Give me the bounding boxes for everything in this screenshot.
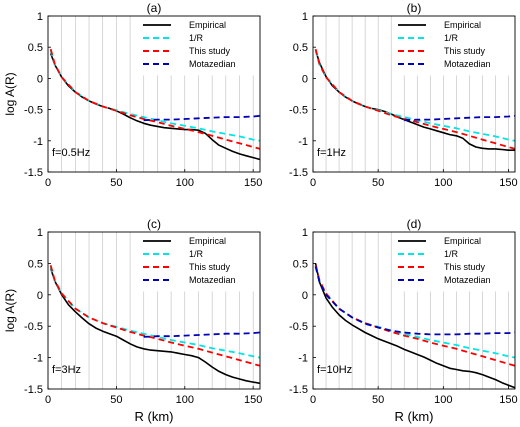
plot-frame <box>312 15 516 173</box>
y-tick-label: 0.5 <box>293 258 308 270</box>
frequency-label: f=0.5Hz <box>52 147 90 159</box>
y-tick-label: -1.5 <box>24 384 43 396</box>
y-tick-label: -0.5 <box>289 105 308 117</box>
x-tick-label: 100 <box>434 394 452 406</box>
legend-label: Motazedian <box>189 59 236 69</box>
x-tick-label: 100 <box>434 177 452 189</box>
legend-label: This study <box>444 262 486 272</box>
legend-label: Empirical <box>444 20 481 30</box>
legend-label: 1/R <box>444 33 459 43</box>
panel-title: (c) <box>147 217 161 231</box>
legend-label: Empirical <box>189 20 226 30</box>
legend-box <box>391 16 515 76</box>
y-axis-label: log A(R) <box>3 72 17 115</box>
y-tick-label: 1 <box>37 11 43 23</box>
series-line-1-r <box>49 266 261 359</box>
legend-label: This study <box>189 46 231 56</box>
legend-box <box>391 232 515 292</box>
series-line-empirical <box>314 263 516 389</box>
panel-2: 0 50 100 150 -1.5 -1 -0.5 0 0.5 1 Empirical 1/R This… <box>3 217 262 424</box>
legend-box <box>136 232 260 292</box>
y-tick-label: 0.5 <box>293 42 308 54</box>
y-tick-label: 0.5 <box>28 258 43 270</box>
y-tick-label: -1 <box>33 353 43 365</box>
x-tick-label: 100 <box>176 394 194 406</box>
frequency-label: f=1Hz <box>317 147 346 159</box>
y-tick-label: -1.5 <box>289 167 308 179</box>
x-tick-label: 0 <box>45 177 51 189</box>
panel-3: 0 50 100 150 -1.5 -1 -0.5 0 0.5 1 Empirical 1/R This… <box>289 217 518 424</box>
series-line-1-r <box>314 50 516 142</box>
y-tick-label: -1.5 <box>289 384 308 396</box>
x-tick-label: 50 <box>372 177 384 189</box>
legend-label: 1/R <box>444 249 459 259</box>
legend-label: Empirical <box>189 236 226 246</box>
x-axis-label: R (km) <box>135 409 174 424</box>
legend-label: 1/R <box>189 249 204 259</box>
y-tick-label: 0.5 <box>28 42 43 54</box>
frequency-label: f=3Hz <box>52 364 81 376</box>
y-tick-label: 1 <box>37 227 43 239</box>
panel-title: (d) <box>407 217 422 231</box>
frequency-label: f=10Hz <box>317 364 352 376</box>
series-line-empirical <box>314 50 515 151</box>
y-tick-label: -1.5 <box>24 167 43 179</box>
x-axis-label: R (km) <box>395 409 434 424</box>
y-tick-label: 1 <box>302 227 308 239</box>
y-tick-label: -1 <box>33 136 43 148</box>
legend-label: Motazedian <box>444 59 491 69</box>
x-tick-label: 50 <box>110 177 122 189</box>
plot-frame <box>312 231 516 390</box>
x-tick-label: 0 <box>45 394 51 406</box>
legend-label: 1/R <box>189 33 204 43</box>
y-tick-label: -1 <box>298 353 308 365</box>
x-tick-label: 50 <box>372 394 384 406</box>
x-tick-label: 150 <box>244 394 262 406</box>
y-tick-label: 1 <box>302 11 308 23</box>
y-tick-label: -1 <box>298 136 308 148</box>
legend-label: Motazedian <box>444 275 491 285</box>
series-line-this-study <box>314 48 516 150</box>
series-line-motazedian <box>143 331 261 338</box>
y-tick-label: 0 <box>37 73 43 85</box>
x-tick-label: 150 <box>499 177 517 189</box>
legend-label: This study <box>189 262 231 272</box>
x-tick-label: 150 <box>499 394 517 406</box>
x-tick-label: 150 <box>244 177 262 189</box>
series-line-motazedian <box>314 266 516 336</box>
y-tick-label: -0.5 <box>24 105 43 117</box>
y-tick-label: 0 <box>302 290 308 302</box>
panel-0: 0 50 100 150 -1.5 -1 -0.5 0 0.5 1 Empirical 1/R This… <box>3 1 262 189</box>
x-tick-label: 0 <box>310 177 316 189</box>
legend-box <box>136 16 260 76</box>
panel-title: (a) <box>147 1 162 15</box>
legend-label: Empirical <box>444 236 481 246</box>
series-line-motazedian <box>143 114 261 122</box>
panel-1: 0 50 100 150 -1.5 -1 -0.5 0 0.5 1 Empirical 1/R This… <box>289 1 518 189</box>
y-tick-label: -0.5 <box>289 321 308 333</box>
legend-label: This study <box>444 46 486 56</box>
y-tick-label: 0 <box>302 73 308 85</box>
plot-frame <box>47 15 261 173</box>
legend-label: Motazedian <box>189 275 236 285</box>
y-tick-label: 0 <box>37 290 43 302</box>
y-axis-label: log A(R) <box>3 289 17 332</box>
x-tick-label: 50 <box>110 394 122 406</box>
series-line-this-study <box>49 48 261 150</box>
panel-title: (b) <box>407 1 422 15</box>
y-tick-label: -0.5 <box>24 321 43 333</box>
series-line-1-r <box>314 266 516 359</box>
series-line-this-study <box>314 265 516 367</box>
x-tick-label: 100 <box>176 177 194 189</box>
series-line-this-study <box>49 265 261 367</box>
x-tick-label: 0 <box>310 394 316 406</box>
series-line-empirical <box>49 268 261 385</box>
plot-frame <box>47 231 261 390</box>
